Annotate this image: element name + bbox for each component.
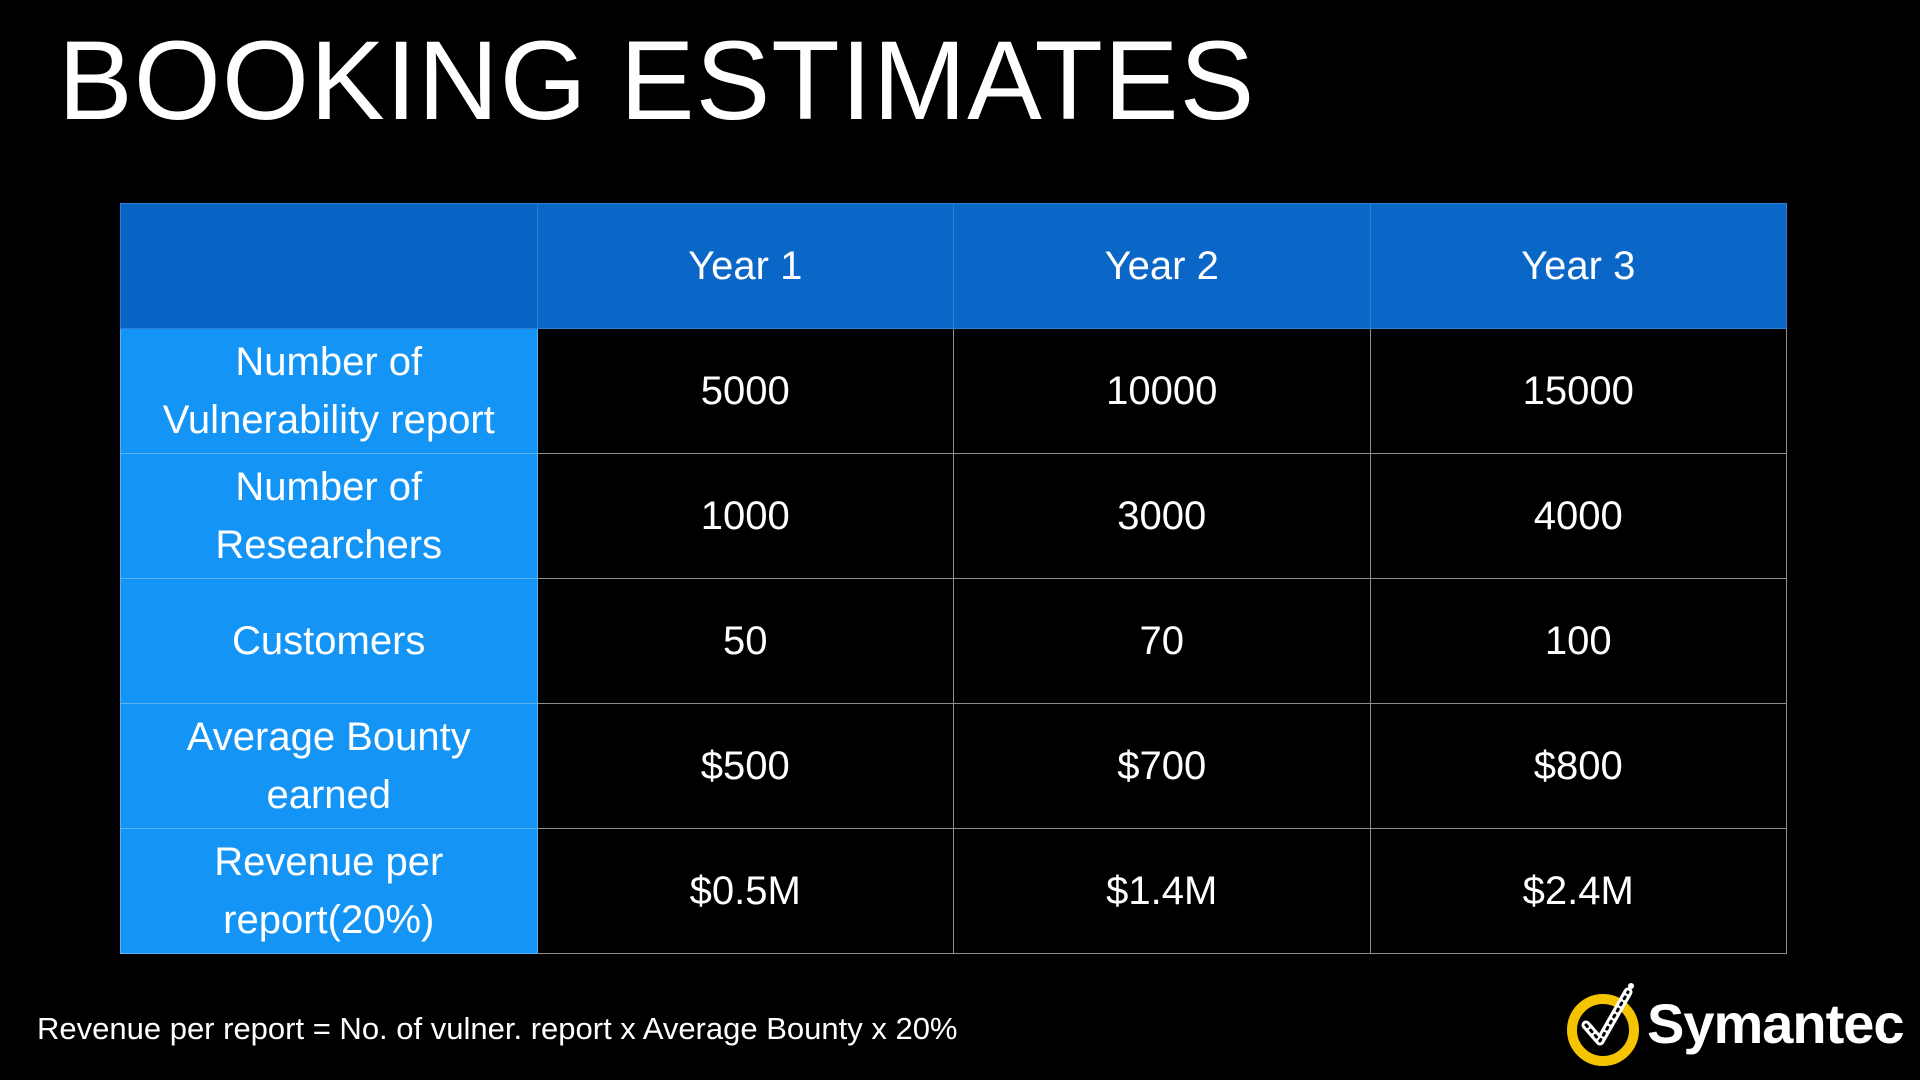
trademark-dot-icon [1879,1032,1886,1039]
table-cell: 5000 [536,328,954,454]
table-cell: $500 [536,703,954,829]
table-cell: $2.4M [1369,828,1787,954]
table-cell: 100 [1369,578,1787,704]
table-row: Number of Researchers 1000 3000 4000 [120,453,1787,579]
table-header-row: Year 1 Year 2 Year 3 [120,203,1787,329]
table-cell: $700 [953,703,1371,829]
column-header-year-3: Year 3 [1369,203,1787,329]
table-cell: 15000 [1369,328,1787,454]
table-row: Customers 50 70 100 [120,578,1787,704]
table-cell: 10000 [953,328,1371,454]
table-cell: $1.4M [953,828,1371,954]
booking-estimates-table: Year 1 Year 2 Year 3 Number of Vulnerabi… [120,203,1787,954]
row-label-vulnerability-reports: Number of Vulnerability report [120,328,538,454]
table-cell: 3000 [953,453,1371,579]
brand-wordmark: Symantec [1647,992,1905,1055]
brand-logo: Symantec [1567,978,1905,1068]
table-row: Number of Vulnerability report 5000 1000… [120,328,1787,454]
row-label-revenue-per-report: Revenue per report(20%) [120,828,538,954]
column-header-year-2: Year 2 [953,203,1371,329]
row-label-researchers: Number of Researchers [120,453,538,579]
table-cell: 1000 [536,453,954,579]
table-cell: $0.5M [536,828,954,954]
column-header-year-1: Year 1 [536,203,954,329]
table-corner-cell [120,203,538,329]
table-cell: $800 [1369,703,1787,829]
table-cell: 50 [536,578,954,704]
table-cell: 4000 [1369,453,1787,579]
revenue-formula-footnote: Revenue per report = No. of vulner. repo… [37,1011,958,1046]
table-row: Revenue per report(20%) $0.5M $1.4M $2.4… [120,828,1787,954]
table-cell: 70 [953,578,1371,704]
row-label-average-bounty: Average Bounty earned [120,703,538,829]
slide-title: BOOKING ESTIMATES [58,18,1256,143]
row-label-customers: Customers [120,578,538,704]
checkmark-circle-icon [1567,983,1639,1066]
table-row: Average Bounty earned $500 $700 $800 [120,703,1787,829]
